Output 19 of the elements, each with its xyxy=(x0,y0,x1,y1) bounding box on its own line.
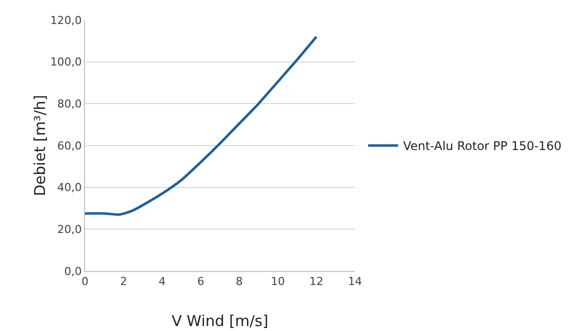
x-tick-label: 6 xyxy=(197,275,204,288)
y-tick-label: 80,0 xyxy=(57,98,82,111)
y-tick-label: 60,0 xyxy=(57,139,82,152)
line-series xyxy=(85,35,318,216)
x-tick-label: 12 xyxy=(309,275,324,288)
x-tick-label: 8 xyxy=(236,275,243,288)
y-tick-label: 40,0 xyxy=(57,181,82,194)
x-tick-label: 14 xyxy=(348,275,362,288)
legend-label: Vent-Alu Rotor PP 150-160 xyxy=(403,139,562,154)
y-tick-label: 120,0 xyxy=(50,14,82,27)
y-tick-label: 20,0 xyxy=(57,223,82,236)
y-axis-title: Debiet [m³/h] xyxy=(31,94,49,196)
y-tick-label: 100,0 xyxy=(50,56,82,69)
x-tick-label: 4 xyxy=(158,275,166,288)
x-tick-label: 10 xyxy=(270,275,285,288)
x-tick-label: 2 xyxy=(120,275,128,288)
y-tick-label: 0,0 xyxy=(64,264,82,278)
x-tick-label: 0 xyxy=(82,275,88,288)
x-axis-title: V Wind [m/s] xyxy=(172,312,268,330)
